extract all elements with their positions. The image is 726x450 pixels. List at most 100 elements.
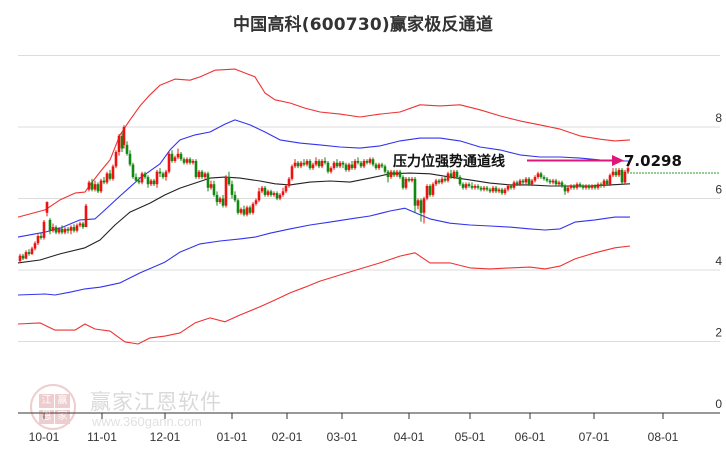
candle: [51, 223, 55, 233]
candle-body: [467, 184, 471, 186]
x-tick-label: 08-01: [648, 430, 679, 444]
candle-body: [572, 185, 576, 188]
candle-body: [527, 178, 531, 185]
candle-body: [458, 177, 462, 185]
candle: [182, 157, 186, 165]
candle: [512, 180, 516, 190]
candle-body: [287, 178, 291, 186]
candle: [446, 171, 450, 183]
candle: [90, 178, 94, 192]
candle-body: [111, 166, 115, 179]
candle-body: [99, 180, 103, 192]
x-tick-label: 04-01: [394, 430, 425, 444]
candle: [102, 177, 106, 185]
candle-body: [143, 173, 147, 178]
candle: [314, 157, 318, 167]
candle-body: [446, 173, 450, 181]
candle: [45, 201, 49, 217]
candle: [533, 175, 537, 183]
candle: [611, 168, 615, 178]
candle-body: [212, 184, 216, 195]
candle: [185, 157, 189, 165]
candle-body: [404, 178, 408, 188]
candle-body: [221, 198, 225, 206]
candle: [78, 221, 82, 228]
candle-body: [566, 187, 570, 192]
candle-body: [66, 228, 70, 231]
candle: [197, 169, 201, 179]
candle-body: [78, 223, 82, 226]
candle: [120, 132, 124, 153]
x-tick-label: 12-01: [150, 430, 181, 444]
candle-body: [581, 185, 585, 188]
candle: [614, 168, 618, 178]
candle: [84, 203, 88, 228]
candle: [464, 182, 468, 190]
candle-body: [326, 162, 330, 172]
channel-bands: [17, 68, 631, 345]
candle-body: [320, 160, 324, 167]
candle: [341, 160, 345, 169]
candle-body: [569, 185, 573, 188]
candle: [33, 241, 37, 251]
candle-body: [57, 228, 61, 233]
candle-body: [81, 223, 85, 228]
candle-body: [512, 182, 516, 188]
candle: [431, 182, 435, 197]
candle: [317, 159, 321, 169]
candle: [173, 155, 177, 163]
candle-body: [365, 160, 369, 163]
y-tick-label: 0: [715, 397, 722, 411]
candle: [164, 169, 168, 181]
candle-body: [84, 205, 88, 228]
candle-body: [587, 185, 591, 188]
candle: [569, 184, 573, 190]
candle: [36, 234, 40, 245]
candle-body: [464, 184, 468, 188]
candle: [524, 177, 528, 185]
candle: [69, 225, 73, 235]
candle: [572, 184, 576, 190]
candle: [326, 160, 330, 174]
x-tick-label: 02-01: [272, 430, 303, 444]
candle: [152, 178, 156, 186]
candle-body: [134, 177, 138, 181]
candle: [332, 160, 336, 170]
candle: [134, 173, 138, 183]
candle-body: [152, 180, 156, 185]
x-tick-label: 01-01: [217, 430, 248, 444]
candle-body: [620, 169, 624, 183]
candle: [596, 182, 600, 190]
candle-body: [338, 162, 342, 167]
candle-body: [158, 171, 162, 174]
candle: [419, 198, 423, 222]
candle-body: [341, 162, 345, 165]
candle: [497, 187, 501, 194]
y-tick-label: 4: [715, 254, 722, 268]
candle-body: [602, 180, 606, 186]
candle: [389, 169, 393, 179]
candle: [254, 198, 258, 206]
candle: [96, 182, 100, 194]
candle: [114, 150, 118, 169]
candle-body: [33, 243, 37, 249]
candle: [242, 205, 246, 217]
candle-body: [452, 171, 456, 178]
candle: [224, 175, 228, 208]
candle: [410, 177, 414, 183]
candle: [248, 205, 252, 215]
candle-body: [362, 160, 366, 167]
candle: [353, 159, 357, 170]
lower-inner-band: [17, 207, 630, 296]
candle-body: [263, 187, 267, 195]
candle-body: [422, 198, 426, 213]
candle-body: [461, 184, 465, 188]
candle-body: [93, 184, 97, 190]
candle-body: [290, 166, 294, 179]
candle: [239, 207, 243, 215]
candle: [296, 160, 300, 169]
candle: [398, 169, 402, 179]
candle-body: [27, 252, 31, 254]
x-tick-label: 03-01: [327, 430, 358, 444]
